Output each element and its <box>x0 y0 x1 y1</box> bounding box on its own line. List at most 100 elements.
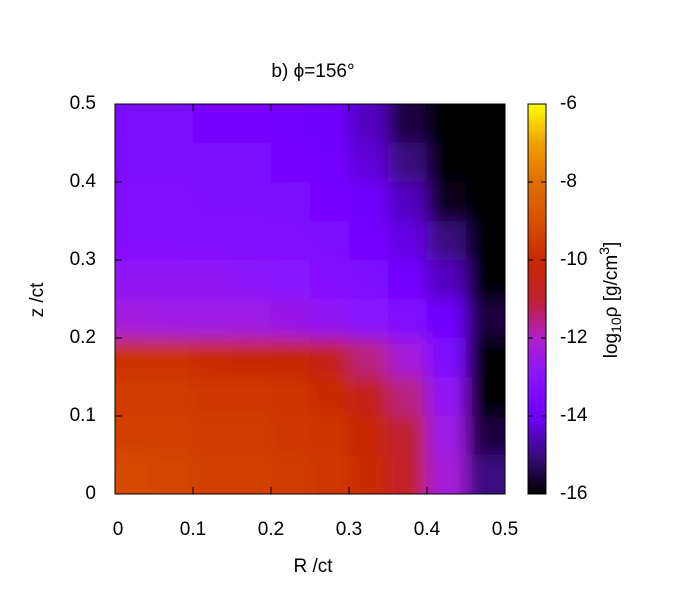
heatmap-cell <box>115 182 155 222</box>
heatmap-cell <box>154 416 194 456</box>
colorbar-tick-label: -12 <box>560 327 587 348</box>
heatmap-cell <box>466 182 505 222</box>
heatmap-cell <box>466 299 505 339</box>
heatmap-cell <box>193 299 233 339</box>
heatmap-cell <box>193 338 233 378</box>
heatmap-cell <box>349 338 389 378</box>
heatmap-cell <box>349 455 389 494</box>
x-axis-label: R /ct <box>293 556 333 577</box>
heatmap-cell <box>310 104 350 144</box>
heatmap-cell <box>427 221 467 261</box>
heatmap-cell <box>388 455 428 494</box>
heatmap-cell <box>388 299 428 339</box>
y-tick-label: 0.3 <box>70 249 96 270</box>
heatmap-cell <box>349 260 389 300</box>
heatmap-cell <box>388 338 428 378</box>
colorbar-label-part: ] <box>601 242 622 247</box>
heatmap-cell <box>310 377 350 417</box>
heatmap-cell <box>193 416 233 456</box>
heatmap-cell <box>349 143 389 183</box>
heatmap-cell <box>427 143 467 183</box>
x-tick-label: 0.5 <box>492 519 518 540</box>
heatmap-cell <box>232 455 272 494</box>
heatmap-cell <box>193 221 233 261</box>
heatmap-cell <box>232 260 272 300</box>
x-tick-label: 0.4 <box>414 519 441 540</box>
heatmap-cell <box>271 299 311 339</box>
axes: 0 0.1 0.2 0.3 0.4 0.5 0 0.1 0.2 0.3 0.4 0.5 -6 -8 -10 -… <box>70 93 588 540</box>
heatmap-cell <box>232 377 272 417</box>
heatmap-cell <box>193 377 233 417</box>
y-tick-label: 0.2 <box>70 327 96 348</box>
x-tick-label: 0.3 <box>336 519 362 540</box>
heatmap-cell <box>427 104 467 144</box>
heatmap-cell <box>466 221 505 261</box>
heatmap-cell <box>466 338 505 378</box>
x-tick-label: 0.2 <box>258 519 284 540</box>
heatmap-cell <box>310 338 350 378</box>
heatmap-cell <box>388 377 428 417</box>
colorbar-label-part: 3 <box>596 247 612 255</box>
heatmap-cell <box>193 104 233 144</box>
heatmap-cell <box>154 221 194 261</box>
heatmap-cell <box>271 416 311 456</box>
heatmap-cell <box>466 416 505 456</box>
heatmap-cell <box>427 338 467 378</box>
heatmap-cell <box>115 143 155 183</box>
heatmap-cell <box>427 182 467 222</box>
heatmap-cell <box>427 455 467 494</box>
heatmap-cell <box>271 338 311 378</box>
heatmap-cell <box>193 182 233 222</box>
heatmap-cell <box>466 377 505 417</box>
heatmap-cell <box>388 143 428 183</box>
heatmap-cell <box>115 338 155 378</box>
heatmap-cell <box>427 260 467 300</box>
heatmap-cell <box>232 221 272 261</box>
x-tick-label: 0 <box>113 519 124 540</box>
heatmap-cell <box>310 182 350 222</box>
heatmap-cell <box>388 221 428 261</box>
heatmap-cell <box>310 260 350 300</box>
heatmap-cell <box>349 221 389 261</box>
heatmap-cell <box>115 104 155 144</box>
heatmap-cell <box>271 182 311 222</box>
heatmap-cell <box>115 260 155 300</box>
heatmap-cell <box>310 143 350 183</box>
heatmap-cell <box>388 182 428 222</box>
y-tick-label: 0.4 <box>70 171 97 192</box>
chart-title: b) ϕ=156° <box>271 61 354 82</box>
heatmap-cell <box>154 143 194 183</box>
heatmap-cell <box>154 377 194 417</box>
heatmap-cell <box>466 455 505 494</box>
heatmap-cell <box>271 221 311 261</box>
heatmap-cell <box>115 377 155 417</box>
heatmap-cell <box>232 299 272 339</box>
heatmap-cell <box>154 104 194 144</box>
heatmap-cell <box>115 299 155 339</box>
colorbar <box>527 103 547 495</box>
y-tick-label: 0 <box>85 483 96 504</box>
heatmap-cell <box>466 104 505 144</box>
colorbar-tick-label: -14 <box>560 405 588 426</box>
heatmap-cell <box>388 416 428 456</box>
colorbar-tick-label: -10 <box>560 249 587 270</box>
heatmap-cell <box>271 104 311 144</box>
heatmap-cell <box>115 455 155 494</box>
heatmap-cell <box>466 260 505 300</box>
heatmap-cell <box>271 455 311 494</box>
heatmap-cell <box>388 104 428 144</box>
heatmap-cell <box>310 299 350 339</box>
heatmap-cell <box>154 299 194 339</box>
heatmap-cell <box>193 455 233 494</box>
heatmap-cell <box>232 182 272 222</box>
heatmap-cell <box>154 338 194 378</box>
x-tick-label: 0.1 <box>180 519 206 540</box>
colorbar-label-part: log <box>601 333 622 358</box>
colorbar-label-part: 10 <box>608 317 624 333</box>
heatmap <box>115 104 505 494</box>
heatmap-cell <box>349 377 389 417</box>
plot-border <box>114 103 506 495</box>
heatmap-cell <box>115 416 155 456</box>
heatmap-cell <box>427 377 467 417</box>
